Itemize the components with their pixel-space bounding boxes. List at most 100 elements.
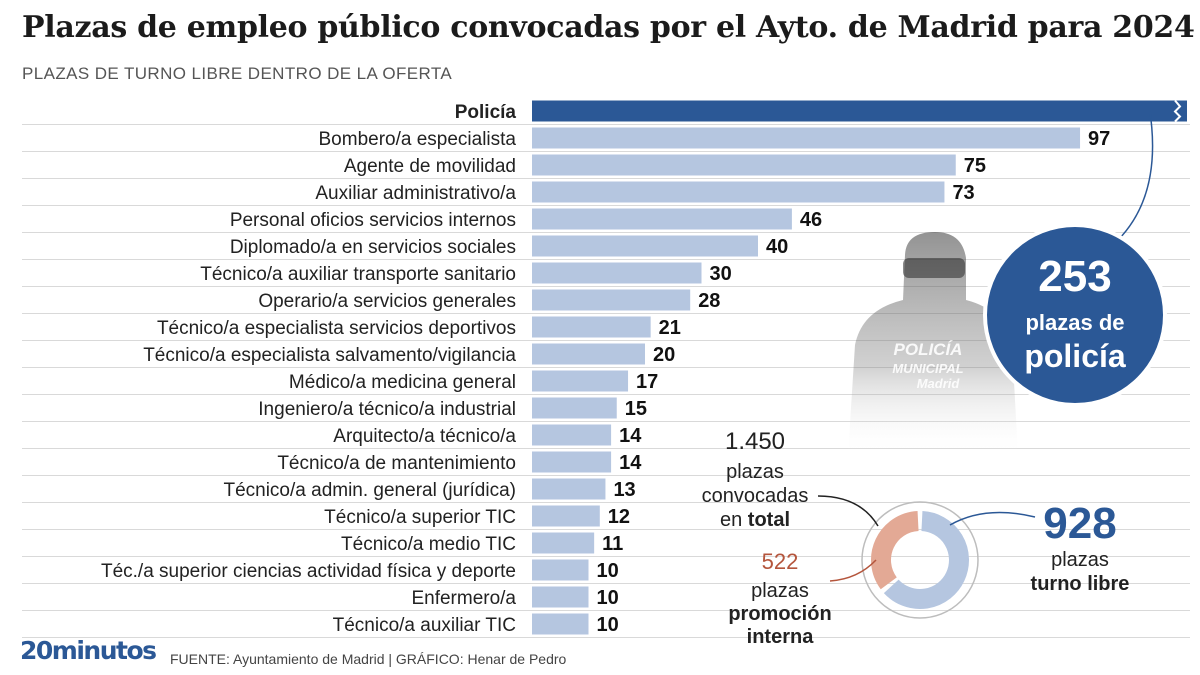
bar <box>532 613 589 635</box>
value-label: 13 <box>613 479 635 501</box>
bar <box>532 154 956 176</box>
value-label: 12 <box>608 506 630 528</box>
value-label: 10 <box>597 587 619 609</box>
police-callout-circle <box>983 223 1167 407</box>
promo-connector <box>829 559 877 582</box>
category-label: Diplomado/a en servicios sociales <box>230 237 516 258</box>
total-value: 1.450 <box>724 428 786 455</box>
bar <box>532 532 595 554</box>
total-line3-bold: total <box>747 509 791 531</box>
category-label: Técnico/a auxiliar transporte sanitario <box>200 264 516 285</box>
category-label: Técnico/a especialista salvamento/vigila… <box>143 345 516 366</box>
category-label: Bombero/a especialista <box>319 129 517 150</box>
category-label: Técnico/a admin. general (jurídica) <box>223 480 516 501</box>
bar <box>532 235 758 257</box>
value-label: 46 <box>800 209 822 231</box>
donut-slice-free <box>883 511 969 609</box>
bar <box>532 100 1187 122</box>
callout-line2: policía <box>1024 338 1126 374</box>
chart-title: Plazas de empleo público convocadas por … <box>22 10 1195 45</box>
bar <box>532 208 792 230</box>
value-label: 97 <box>1088 128 1110 150</box>
free-label: plazas turno libre <box>1000 548 1160 596</box>
free-line1: plazas <box>1051 549 1109 571</box>
category-label: Técnico/a auxiliar TIC <box>333 615 516 636</box>
value-label: 75 <box>964 155 986 177</box>
category-label: Operario/a servicios generales <box>258 291 516 312</box>
callout-value: 253 <box>1038 252 1112 301</box>
police-officer-illustration: POLICÍA MUNICIPAL Madrid <box>848 232 1018 455</box>
callout-connector <box>1117 111 1154 241</box>
bar <box>532 451 612 473</box>
value-label: 14 <box>619 452 642 474</box>
brand-logo: 20minutos <box>20 636 157 665</box>
promo-line3-bold: interna <box>746 626 814 648</box>
total-line3-prefix: en <box>719 509 748 531</box>
free-value: 928 <box>1043 499 1117 548</box>
category-label: Auxiliar administrativo/a <box>315 183 516 204</box>
total-line2: convocadas <box>701 485 809 507</box>
category-label: Enfermero/a <box>411 588 516 609</box>
value-label: 10 <box>597 560 619 582</box>
value-label: 30 <box>710 263 732 285</box>
callout-line1: plazas de <box>1025 310 1125 335</box>
donut-chart <box>871 511 969 609</box>
value-label: 28 <box>698 290 720 312</box>
donut-outer-ring <box>861 501 979 619</box>
value-label: 73 <box>952 182 974 204</box>
bar <box>532 586 589 608</box>
category-label: Técnico/a especialista servicios deporti… <box>157 318 516 339</box>
promo-line3: interna <box>680 626 880 649</box>
total-label: plazas convocadas en total <box>655 460 855 532</box>
bar <box>532 343 645 365</box>
badge-text-1: POLICÍA <box>894 340 963 359</box>
value-label: 14 <box>619 425 642 447</box>
chart-subtitle: PLAZAS DE TURNO LIBRE DENTRO DE LA OFERT… <box>22 64 453 83</box>
badge-text-2: MUNICIPAL <box>892 361 963 376</box>
value-label: 11 <box>602 533 623 555</box>
bar <box>532 289 691 311</box>
total-connector <box>817 495 879 527</box>
category-label: Arquitecto/a técnico/a <box>333 426 516 447</box>
category-label: Policía <box>455 102 517 123</box>
free-line2: turno libre <box>1000 572 1160 596</box>
category-label: Técnico/a superior TIC <box>324 507 516 528</box>
bar <box>532 397 617 419</box>
bar <box>532 424 612 446</box>
promo-line1: plazas <box>751 580 809 602</box>
category-label: Médico/a medicina general <box>289 372 516 393</box>
bar <box>532 316 651 338</box>
free-connector <box>949 511 1036 526</box>
donut-slice-promo <box>871 511 920 590</box>
total-line3: en total <box>655 508 855 532</box>
promo-line2: promoción <box>680 603 880 626</box>
category-label: Técnico/a de mantenimiento <box>277 453 516 474</box>
bar <box>532 505 600 527</box>
value-label: 21 <box>659 317 681 339</box>
promo-line2-bold: promoción <box>728 603 832 625</box>
total-line1: plazas <box>726 461 784 483</box>
category-label: Ingeniero/a técnico/a industrial <box>258 399 516 420</box>
bar <box>532 262 702 284</box>
source-credit: FUENTE: Ayuntamiento de Madrid | GRÁFICO… <box>170 651 567 667</box>
category-label: Técnico/a medio TIC <box>341 534 516 555</box>
bar <box>532 559 589 581</box>
value-label: 17 <box>636 371 658 393</box>
value-label: 20 <box>653 344 675 366</box>
badge-text-3: Madrid <box>917 376 961 391</box>
bar <box>532 478 606 500</box>
free-line2-bold: turno libre <box>1030 573 1130 595</box>
value-label: 15 <box>625 398 647 420</box>
promo-label: plazas promoción interna <box>680 580 880 649</box>
bar <box>532 370 629 392</box>
category-label: Téc./a superior ciencias actividad físic… <box>101 561 516 582</box>
bar <box>532 181 945 203</box>
promo-value: 522 <box>761 549 799 574</box>
bar <box>532 127 1081 149</box>
value-label: 40 <box>766 236 788 258</box>
axis-break-mark <box>1173 99 1182 123</box>
category-label: Agente de movilidad <box>344 156 516 177</box>
value-label: 10 <box>597 614 619 636</box>
category-label: Personal oficios servicios internos <box>230 210 516 231</box>
